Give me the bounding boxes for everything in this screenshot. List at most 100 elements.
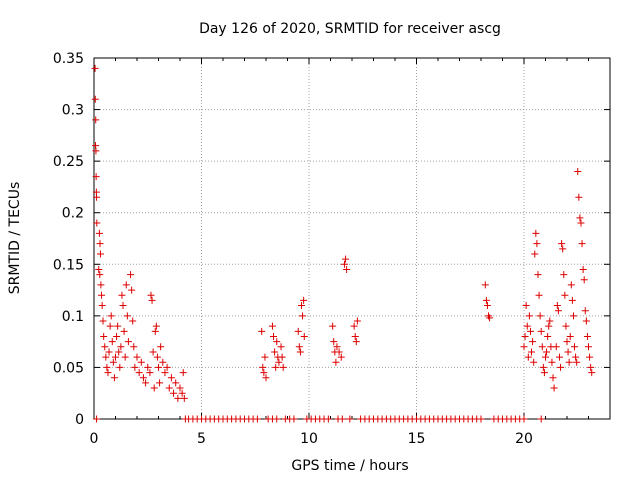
data-point — [278, 353, 286, 361]
data-point — [91, 95, 99, 103]
data-point — [95, 229, 103, 237]
data-point — [122, 281, 130, 289]
data-point — [172, 379, 180, 387]
data-point — [560, 271, 568, 279]
data-point — [112, 353, 119, 361]
y-tick-label: 0.3 — [62, 103, 84, 119]
data-point — [564, 348, 572, 356]
data-point — [167, 374, 175, 382]
data-point — [529, 338, 537, 346]
data-point — [261, 353, 269, 361]
y-tick-label: 0.15 — [53, 257, 84, 273]
data-point — [97, 281, 105, 289]
data-point — [262, 374, 270, 382]
data-point — [553, 302, 561, 310]
data-point — [522, 302, 530, 310]
data-point — [273, 415, 281, 423]
data-point — [346, 415, 354, 423]
data-point — [542, 353, 549, 361]
data-point — [555, 353, 563, 361]
data-point — [520, 415, 528, 423]
data-point — [133, 353, 141, 361]
data-point — [118, 291, 126, 299]
data-point — [486, 314, 494, 322]
data-point — [523, 322, 531, 330]
data-point — [102, 353, 110, 361]
data-point — [528, 348, 536, 356]
data-point — [117, 343, 125, 351]
data-point — [128, 286, 136, 294]
data-point — [546, 317, 554, 325]
y-axis-label: SRMTID / TECUs — [7, 182, 23, 295]
data-point — [121, 353, 129, 361]
data-point — [275, 358, 283, 366]
data-point — [103, 363, 111, 371]
data-point — [163, 363, 171, 371]
data-point — [123, 312, 131, 320]
data-point — [330, 338, 338, 346]
data-point — [253, 415, 261, 423]
data-point — [98, 302, 106, 310]
data-point — [563, 338, 571, 346]
data-point — [124, 338, 132, 346]
data-point — [91, 64, 99, 72]
data-point — [557, 363, 565, 371]
data-point — [550, 384, 558, 392]
data-point — [109, 358, 117, 366]
y-tick-label: 0.35 — [53, 51, 84, 67]
data-point — [562, 322, 570, 330]
data-point — [153, 353, 161, 361]
data-point — [170, 389, 178, 397]
data-point — [174, 394, 182, 402]
data-point — [549, 374, 557, 382]
data-point — [537, 327, 545, 335]
data-point — [351, 332, 359, 340]
x-tick-label: 10 — [300, 431, 318, 447]
data-point — [567, 281, 575, 289]
data-point — [324, 415, 332, 423]
data-point — [294, 327, 302, 335]
data-point — [176, 384, 184, 392]
data-point — [115, 348, 123, 356]
data-point — [574, 167, 582, 175]
data-point — [100, 332, 108, 340]
data-point — [571, 343, 579, 351]
data-point — [105, 348, 113, 356]
data-point — [98, 291, 106, 299]
data-point — [350, 322, 358, 330]
data-point — [481, 281, 489, 289]
data-point — [576, 214, 584, 222]
data-point — [543, 348, 551, 356]
data-point — [332, 358, 340, 366]
data-point — [161, 369, 169, 377]
data-point — [526, 327, 534, 335]
data-point — [537, 415, 545, 423]
data-point — [532, 229, 540, 237]
data-point — [533, 240, 541, 248]
data-point — [108, 338, 116, 346]
data-point — [110, 374, 118, 382]
data-point — [96, 240, 104, 248]
data-point — [106, 322, 114, 330]
data-point — [93, 415, 101, 423]
data-point — [150, 384, 158, 392]
data-point — [588, 369, 596, 377]
data-point — [580, 276, 588, 284]
y-tick-label: 0.05 — [53, 360, 84, 376]
data-point — [585, 343, 592, 351]
grid-lines — [94, 58, 610, 419]
data-point — [559, 245, 567, 253]
data-point — [142, 379, 150, 387]
data-point — [329, 322, 337, 330]
data-point — [129, 317, 137, 325]
data-point — [586, 353, 594, 361]
data-point — [525, 312, 533, 320]
data-point — [139, 374, 147, 382]
data-point — [116, 363, 124, 371]
data-point — [271, 348, 279, 356]
data-point — [561, 291, 569, 299]
data-point — [568, 296, 576, 304]
data-point — [296, 348, 304, 356]
data-point — [146, 369, 154, 377]
data-point — [156, 379, 164, 387]
